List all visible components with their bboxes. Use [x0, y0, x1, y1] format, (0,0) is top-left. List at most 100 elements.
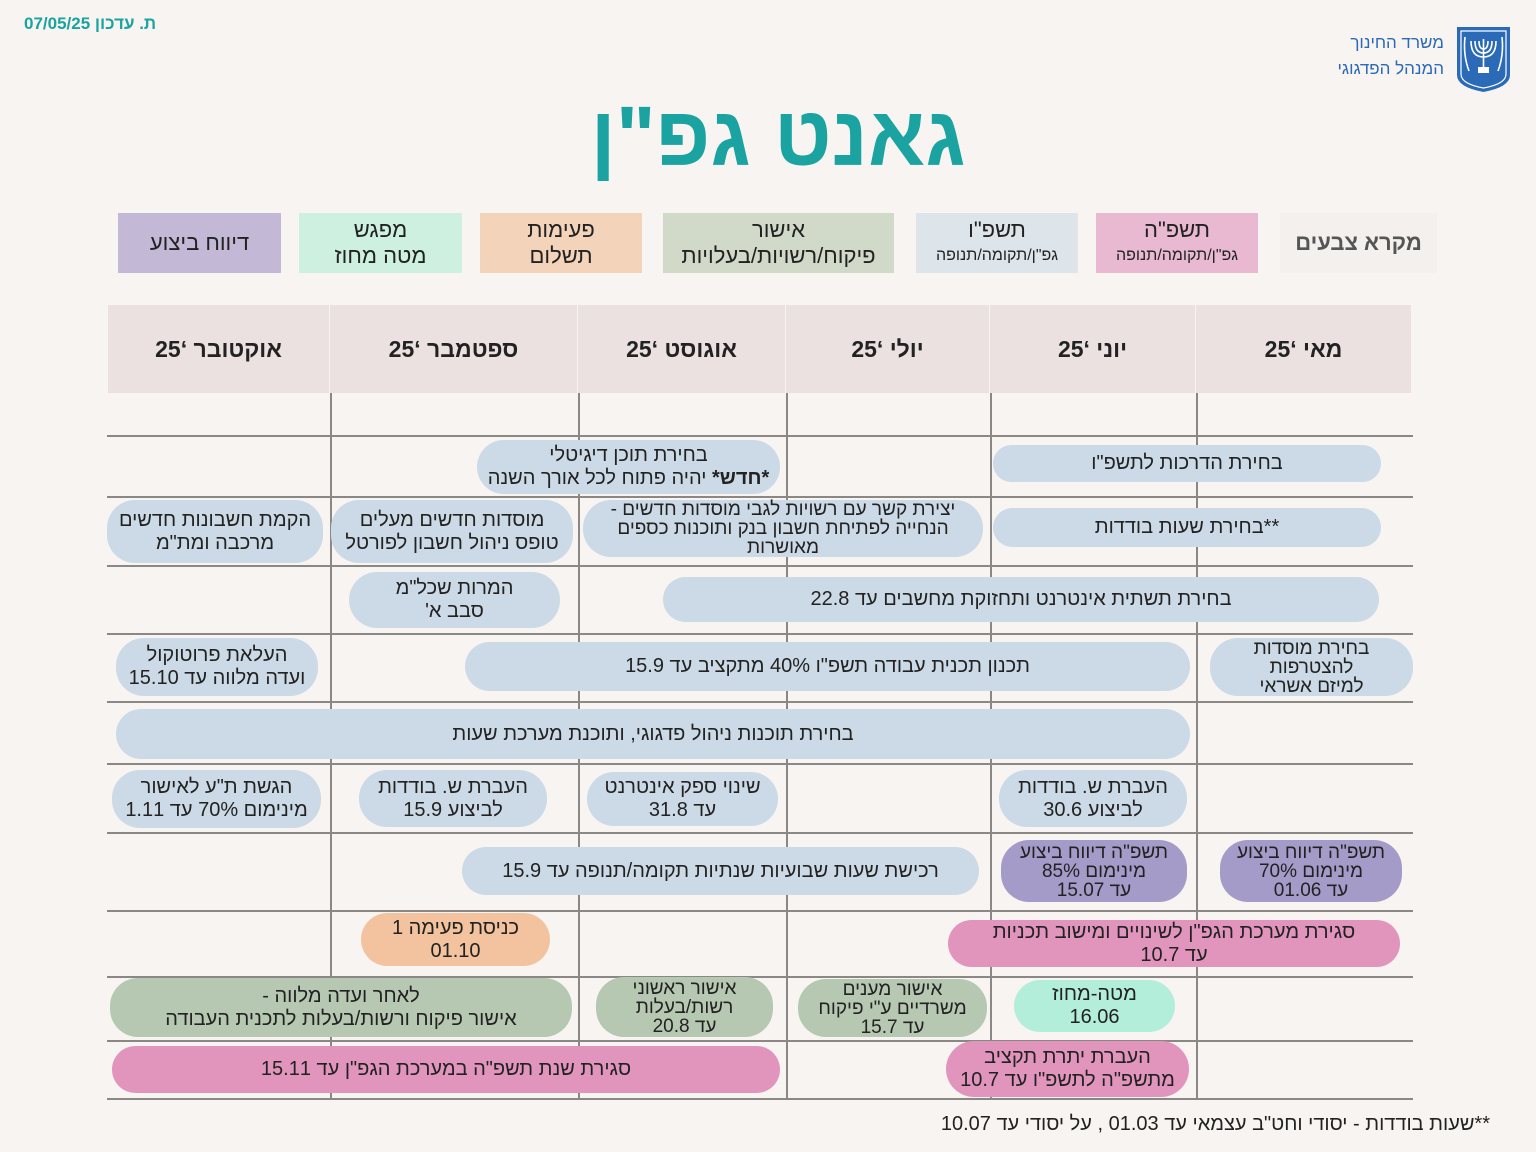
- gantt-bar-label: מטה-מחוז: [1052, 983, 1137, 1005]
- gantt-bar-label: *חדש* יהיה פתוח לכל אורך השנה: [487, 467, 770, 489]
- legend-sublabel: גפ"ן/תקומה/תנופה: [1115, 247, 1239, 264]
- gantt-bar-label: הגשת ת"ע לאישור: [140, 776, 293, 798]
- gantt-bar-label: להצטרפות: [1269, 656, 1354, 678]
- grid-column-line: [1196, 393, 1198, 1099]
- gantt-bar-label: בחירת הדרכות לתשפ"ו: [1091, 452, 1283, 474]
- gantt-bar: העברת ש. בודדות לביצוע 30.6: [999, 770, 1187, 827]
- gantt-bar: יצירת קשר עם רשויות לגבי מוסדות חדשים -ה…: [583, 500, 983, 557]
- gantt-bar: מוסדות חדשים מעלים טופס ניהול חשבון לפורט…: [331, 500, 573, 563]
- gantt-bar-label: סגירת שנת תשפ"ה במערכת הגפ"ן עד 15.11: [260, 1058, 632, 1080]
- legend-label: אישור: [751, 217, 806, 242]
- gantt-bar: תשפ"ה דיווח ביצוע מינימום 70% עד 01.06: [1220, 840, 1402, 902]
- legend-sublabel: תשלום: [529, 243, 593, 268]
- gantt-bar: אישור ראשוני רשות/בעלות עד 20.8: [596, 977, 773, 1037]
- legend-item-payment: פעימות תשלום: [480, 213, 642, 273]
- state-emblem-icon: [1457, 27, 1510, 92]
- gantt-bar-label: מאושרות: [747, 537, 820, 558]
- gantt-bar-label: אישור מענים: [842, 978, 943, 1000]
- legend-item-approval: אישור פיקוח/רשויות/בעלויות: [663, 213, 894, 273]
- gantt-bar-label: בחירת מוסדות: [1253, 637, 1370, 659]
- legend-label: תשפ"ו: [968, 217, 1026, 242]
- gantt-bar-label: אישור ראשוני: [632, 977, 737, 999]
- grid-row-line: [107, 1098, 1413, 1100]
- gantt-bar-label: בחירת תשתית אינטרנט ותחזוקת מחשבים עד 22…: [810, 588, 1232, 610]
- gantt-bar-label: סבב א': [425, 600, 484, 622]
- gantt-bar-label: אישור פיקוח ורשות/בעלות לתכנית העבודה: [165, 1007, 517, 1030]
- gantt-bar-label: לאחר ועדה מלווה -: [262, 984, 420, 1007]
- gantt-bar-label: סגירת מערכת הגפ"ן לשינויים ומישוב תכניות: [992, 920, 1356, 943]
- gantt-bar: העברת יתרת תקציב מתשפ"ה לתשפ"ו עד 10.7: [946, 1041, 1189, 1097]
- gantt-bar-label: מרכבה ומת"מ: [155, 531, 275, 554]
- gantt-bar-label: משרדיים ע"י פיקוח: [818, 997, 967, 1019]
- legend-label: דיווח ביצוע: [149, 230, 250, 255]
- legend-item-meeting: מפגש מטה מחוז: [299, 213, 462, 273]
- gantt-bar-label: מינימום 85%: [1041, 860, 1147, 882]
- month-header: יוני ‘25: [990, 305, 1195, 393]
- grid-row-line: [107, 435, 1413, 437]
- grid-row-line: [107, 910, 1413, 912]
- gantt-bar-label: העברת ש. בודדות: [378, 775, 528, 798]
- gantt-bar-label: למיזם אשראי: [1259, 675, 1364, 697]
- gantt-bar-label: עד 15.07: [1056, 879, 1132, 901]
- gantt-bar-label: הקמת חשבונות חדשים: [118, 508, 312, 531]
- gantt-bar: העלאת פרוטוקול ועדה מלווה עד 15.10: [116, 638, 318, 696]
- gantt-bar: שינוי ספק אינטרנט עד 31.8: [587, 772, 778, 826]
- gantt-bar-label: תשפ"ה דיווח ביצוע: [1019, 841, 1169, 863]
- update-date: ת. עדכון 07/05/25: [24, 14, 157, 33]
- gantt-bar-label: **בחירת שעות בודדות: [1094, 516, 1280, 538]
- gantt-bar-label: 01.10: [430, 939, 481, 962]
- grid-row-line: [107, 976, 1413, 978]
- gantt-bar: העברת ש. בודדות לביצוע 15.9: [359, 770, 547, 827]
- gantt-bar-label: בחירת תוכן דיגיטלי: [549, 444, 708, 466]
- gantt-bar-label: שינוי ספק אינטרנט: [604, 776, 761, 798]
- gantt-bar: בחירת תשתית אינטרנט ותחזוקת מחשבים עד 22…: [663, 577, 1379, 622]
- gantt-bar: בחירת הדרכות לתשפ"ו: [993, 445, 1381, 482]
- grid-row-line: [107, 633, 1413, 635]
- grid-row-line: [107, 1040, 1413, 1042]
- new-tag: *חדש*: [711, 467, 770, 489]
- gantt-bar-label: כניסת פעימה 1: [391, 916, 520, 939]
- legend-item-report: דיווח ביצוע: [118, 213, 281, 273]
- grid-row-line: [107, 763, 1413, 765]
- gantt-bar-label: העלאת פרוטוקול: [146, 644, 288, 666]
- ministry-name: משרד החינוך המנהל הפדגוגי: [1338, 30, 1445, 82]
- ministry-line-2: המנהל הפדגוגי: [1337, 59, 1445, 78]
- gantt-bar-label: טופס ניהול חשבון לפורטל: [345, 531, 559, 554]
- gantt-bar-label: יצירת קשר עם רשויות לגבי מוסדות חדשים -: [610, 499, 956, 520]
- legend-label: מפגש: [353, 217, 408, 242]
- gantt-bar-label: תשפ"ה דיווח ביצוע: [1236, 841, 1386, 863]
- gantt-bar-label: לביצוע 30.6: [1043, 798, 1143, 821]
- gantt-bar-label: מינימום 70%: [1258, 860, 1364, 882]
- gantt-bar: כניסת פעימה 1 01.10: [361, 913, 550, 966]
- gantt-bar-label: העברת ש. בודדות: [1018, 775, 1168, 798]
- gantt-bar: סגירת שנת תשפ"ה במערכת הגפ"ן עד 15.11: [112, 1046, 780, 1093]
- gantt-bar: בחירת תוכן דיגיטלי *חדש* יהיה פתוח לכל או…: [477, 440, 780, 494]
- gantt-bar: מטה-מחוז 16.06: [1014, 980, 1175, 1032]
- gantt-bar-label: עד 31.8: [648, 799, 717, 821]
- gantt-bar-label: עד 01.06: [1273, 879, 1349, 901]
- legend-label: פעימות: [527, 217, 595, 242]
- month-header: אוגוסט ‘25: [578, 305, 785, 393]
- month-header: אוקטובר ‘25: [108, 305, 329, 393]
- page-title: גאנט גפ"ן: [590, 89, 966, 183]
- gantt-bar-label: מוסדות חדשים מעלים: [359, 508, 545, 531]
- gantt-bar-label: תכנון תכנית עבודה תשפ"ו 40% מתקציב עד 15…: [625, 655, 1030, 677]
- gantt-bar-label: עד 10.7: [1140, 943, 1208, 966]
- gantt-bar: סגירת מערכת הגפ"ן לשינויים ומישוב תכניות…: [948, 920, 1400, 967]
- gantt-bar: הגשת ת"ע לאישור מינימום 70% עד 1.11: [112, 770, 321, 828]
- gantt-bar: המרות שכל"מ סבב א': [349, 572, 560, 628]
- grid-row-line: [107, 565, 1413, 567]
- gantt-bar-label: עד 20.8: [652, 1015, 717, 1037]
- grid-row-line: [107, 832, 1413, 834]
- gantt-bar: בחירת מוסדות להצטרפות למיזם אשראי: [1210, 638, 1413, 696]
- footnote: **שעות בודדות - יסודי וחט"ב עצמאי עד 01.…: [940, 1113, 1490, 1135]
- month-header: יולי ‘25: [786, 305, 989, 393]
- gantt-bar: בחירת תוכנות ניהול פדגוגי, ותוכנת מערכת …: [116, 709, 1190, 759]
- gantt-bar-label: רכישת שעות שבועיות שנתיות תקומה/תנופה עד…: [502, 859, 939, 882]
- gantt-bar-label: מינימום 70% עד 1.11: [125, 799, 308, 821]
- gantt-bar-label: העברת יתרת תקציב: [984, 1046, 1151, 1068]
- legend-sublabel: פיקוח/רשויות/בעלויות: [681, 243, 876, 268]
- legend-sublabel: גפ"ן/תקומה/תנופה: [935, 247, 1059, 264]
- month-header: ספטמבר ‘25: [330, 305, 577, 393]
- month-header: מאי ‘25: [1196, 305, 1411, 393]
